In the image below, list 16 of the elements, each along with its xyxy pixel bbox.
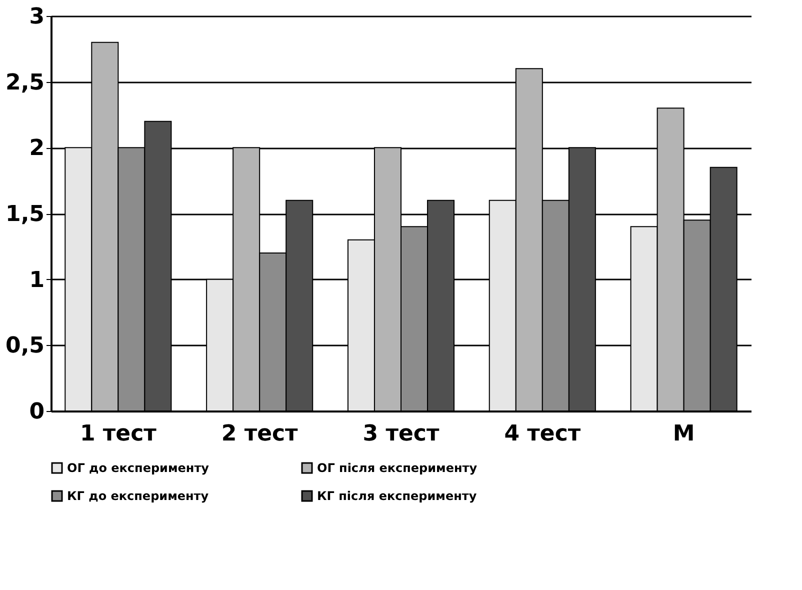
- x-tick-label: 2 тест: [221, 422, 298, 446]
- x-tick-label: 3 тест: [362, 422, 440, 446]
- legend-label: ОГ після експерименту: [317, 461, 478, 475]
- y-tick-label: 2: [29, 136, 44, 162]
- y-tick-label: 3: [29, 4, 44, 30]
- y-tick-label: 0: [29, 400, 44, 424]
- y-tick-label: 2,5: [6, 70, 44, 96]
- legend-label: ОГ до експерименту: [67, 461, 210, 475]
- x-tick-label: 4 тест: [504, 422, 581, 446]
- x-tick-label: 1 тест: [80, 422, 157, 446]
- legend-label: КГ до експерименту: [67, 489, 209, 503]
- legend-label: КГ після експерименту: [317, 489, 477, 503]
- y-tick-label: 1: [29, 268, 44, 293]
- x-tick-label: М: [672, 422, 695, 446]
- y-tick-label: 1,5: [6, 202, 44, 227]
- y-tick-label: 0,5: [6, 334, 44, 359]
